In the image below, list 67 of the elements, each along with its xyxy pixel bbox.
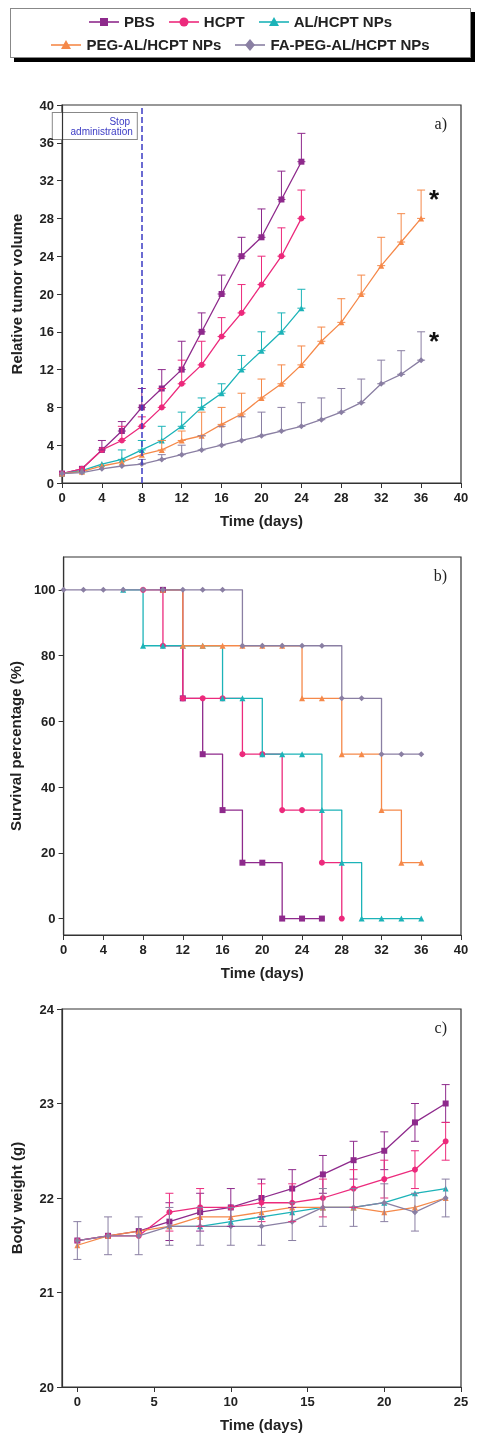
x-tick-label: 36 xyxy=(414,942,429,957)
x-tick-label: 8 xyxy=(138,490,146,505)
annotation: * xyxy=(429,326,441,357)
y-tick-label: 32 xyxy=(39,173,54,189)
y-tick-label: 0 xyxy=(46,475,54,491)
y-tick-label: 21 xyxy=(39,1285,54,1300)
x-tick-label: 15 xyxy=(300,1394,315,1409)
y-tick-label: 24 xyxy=(39,1001,55,1017)
legend-label: PEG-AL/HCPT NPs xyxy=(85,36,222,53)
annotation: c) xyxy=(434,1018,447,1037)
x-tick-label: 0 xyxy=(59,942,68,957)
legend-label: HCPT xyxy=(202,13,245,30)
x-tick-label: 12 xyxy=(175,942,191,957)
y-tick-label: 23 xyxy=(39,1096,54,1111)
x-tick-label: 25 xyxy=(453,1394,469,1409)
x-tick-label: 0 xyxy=(73,1394,81,1409)
y-tick-label: 12 xyxy=(39,362,54,378)
y-tick-label: 28 xyxy=(39,210,54,226)
x-axis-title: Time (days) xyxy=(219,1416,304,1433)
x-tick-label: 32 xyxy=(373,490,389,505)
legend-label: PBS xyxy=(123,13,155,30)
x-tick-label: 4 xyxy=(98,490,107,505)
y-tick-label: 8 xyxy=(46,399,54,415)
y-axis-title: Relative tumor volume xyxy=(8,213,25,375)
x-tick-label: 16 xyxy=(215,942,230,957)
y-tick-label: 36 xyxy=(39,135,54,151)
x-tick-label: 20 xyxy=(255,942,270,957)
x-tick-label: 36 xyxy=(413,490,429,505)
y-tick-label: 40 xyxy=(39,97,54,113)
x-axis-title: Time (days) xyxy=(220,964,304,981)
legend-label: FA-PEG-AL/HCPT NPs xyxy=(269,36,430,53)
x-tick-label: 24 xyxy=(294,942,311,957)
y-tick-label: 16 xyxy=(39,324,54,340)
x-tick-label: 12 xyxy=(174,490,189,505)
x-tick-label: 24 xyxy=(294,490,310,505)
y-tick-label: 4 xyxy=(46,437,55,453)
x-tick-label: 32 xyxy=(374,942,389,957)
y-tick-label: 100 xyxy=(33,582,56,598)
y-tick-label: 60 xyxy=(41,713,56,729)
annotation: b) xyxy=(433,566,447,585)
y-tick-label: 20 xyxy=(39,1379,54,1395)
x-tick-label: 28 xyxy=(334,942,350,957)
x-tick-label: 16 xyxy=(214,490,229,505)
x-tick-label: 40 xyxy=(453,942,469,957)
y-tick-label: 22 xyxy=(39,1190,54,1206)
y-tick-label: 80 xyxy=(41,648,56,664)
x-tick-label: 40 xyxy=(453,490,469,505)
ref-line-label: Stop administration xyxy=(70,115,133,137)
y-tick-label: 40 xyxy=(41,779,56,795)
y-axis-title: Survival percentage (%) xyxy=(7,660,24,832)
x-tick-label: 28 xyxy=(334,490,349,505)
x-tick-label: 4 xyxy=(99,942,108,957)
x-tick-label: 5 xyxy=(150,1394,158,1409)
annotation: a) xyxy=(434,114,447,133)
x-tick-label: 20 xyxy=(254,490,269,505)
y-tick-label: 24 xyxy=(39,248,55,264)
x-tick-label: 8 xyxy=(139,942,147,957)
annotation: * xyxy=(429,184,441,215)
y-tick-label: 20 xyxy=(39,286,54,302)
y-axis-title: Body weight (g) xyxy=(8,1141,25,1255)
y-tick-label: 0 xyxy=(48,911,56,927)
y-tick-label: 20 xyxy=(41,845,56,861)
x-tick-label: 10 xyxy=(223,1394,239,1409)
x-axis-title: Time (days) xyxy=(219,512,304,529)
legend-label: AL/HCPT NPs xyxy=(292,13,393,30)
x-tick-label: 0 xyxy=(58,490,66,505)
x-tick-label: 20 xyxy=(377,1394,392,1409)
